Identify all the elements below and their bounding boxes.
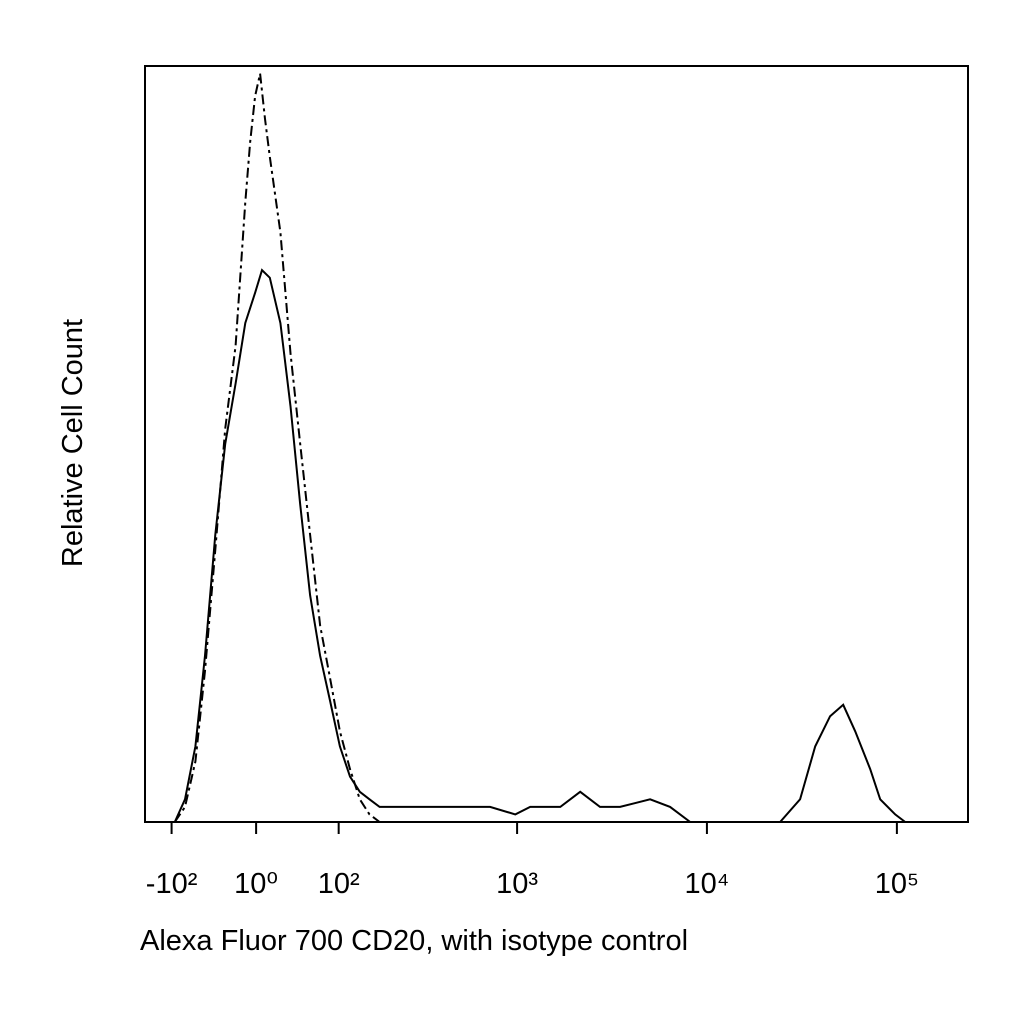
plot-frame — [144, 65, 969, 823]
x-axis-label: Alexa Fluor 700 CD20, with isotype contr… — [140, 925, 688, 957]
x-tick-label: 10⁵ — [875, 868, 919, 900]
histogram-line — [173, 268, 906, 823]
x-tick-label: 10³ — [496, 868, 538, 900]
histogram-line — [173, 73, 381, 823]
y-axis-label: Relative Cell Count — [57, 319, 89, 567]
x-tick-label: 10⁴ — [685, 868, 730, 900]
x-tick-label: 10² — [318, 868, 360, 900]
x-tick-label: -10² — [146, 868, 198, 900]
x-tick-label: 10⁰ — [234, 868, 278, 900]
